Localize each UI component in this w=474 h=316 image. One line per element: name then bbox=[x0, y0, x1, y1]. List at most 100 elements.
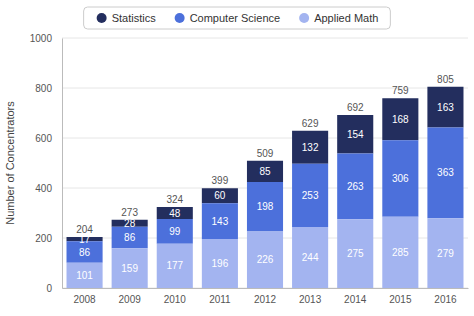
x-tick: 2009 bbox=[119, 288, 142, 305]
data-label: 196 bbox=[212, 258, 229, 269]
data-label: 154 bbox=[347, 129, 364, 140]
totals: 204273324399509629692759805 bbox=[76, 74, 454, 235]
x-axis: 2008 2009 2010 2011 2012 2013 2014 2015 2016 bbox=[63, 288, 469, 305]
x-tick: 2014 bbox=[344, 288, 367, 305]
data-label: 253 bbox=[302, 190, 319, 201]
data-label: 168 bbox=[392, 114, 409, 125]
total-label: 692 bbox=[347, 102, 364, 113]
bar bbox=[247, 161, 283, 182]
y-tick: 800 bbox=[35, 83, 62, 94]
bar bbox=[112, 227, 148, 249]
bar bbox=[157, 219, 193, 244]
x-axis-line bbox=[63, 288, 469, 289]
legend-item: Statistics bbox=[97, 12, 157, 24]
bar bbox=[202, 188, 238, 203]
y-tick-label: 1000 bbox=[30, 33, 53, 44]
bar bbox=[112, 248, 148, 288]
y-axis-line bbox=[62, 39, 63, 289]
bar bbox=[292, 164, 328, 227]
x-tick: 2011 bbox=[209, 288, 231, 305]
bar bbox=[427, 218, 463, 288]
legend: Statistics Computer Science Applied Math bbox=[84, 7, 391, 29]
bar bbox=[202, 239, 238, 288]
data-label: 363 bbox=[437, 167, 454, 178]
data-label: 85 bbox=[259, 166, 271, 177]
x-tick-label: 2009 bbox=[119, 294, 142, 305]
data-label: 263 bbox=[347, 181, 364, 192]
data-label: 198 bbox=[257, 201, 274, 212]
data-label: 163 bbox=[437, 102, 454, 113]
data-label: 28 bbox=[124, 218, 136, 229]
bar bbox=[382, 98, 418, 140]
bar bbox=[202, 203, 238, 239]
data-labels: 1728486085132154168163868699143198253263… bbox=[76, 102, 454, 281]
total-label: 629 bbox=[302, 118, 319, 129]
bar bbox=[157, 244, 193, 288]
bar bbox=[292, 227, 328, 288]
x-tick-label: 2015 bbox=[389, 294, 412, 305]
data-label: 177 bbox=[166, 260, 183, 271]
data-label: 143 bbox=[212, 216, 229, 227]
bar bbox=[382, 140, 418, 217]
data-label: 60 bbox=[214, 190, 226, 201]
total-label: 805 bbox=[437, 74, 454, 85]
total-label: 509 bbox=[257, 148, 274, 159]
bar bbox=[247, 182, 283, 232]
data-label: 101 bbox=[76, 270, 93, 281]
data-label: 48 bbox=[169, 208, 181, 219]
y-tick: 0 bbox=[46, 283, 62, 294]
x-tick-label: 2011 bbox=[209, 294, 231, 305]
legend-box bbox=[84, 7, 391, 29]
x-tick-label: 2012 bbox=[254, 294, 277, 305]
bar bbox=[427, 128, 463, 219]
total-label: 759 bbox=[392, 85, 409, 96]
x-tick-label: 2013 bbox=[299, 294, 322, 305]
y-tick: 400 bbox=[35, 183, 62, 194]
x-tick: 2008 bbox=[73, 288, 96, 305]
x-tick: 2012 bbox=[254, 288, 277, 305]
chart: 1728486085132154168163868699143198253263… bbox=[0, 0, 474, 316]
legend-label: Applied Math bbox=[314, 12, 378, 24]
x-tick: 2013 bbox=[299, 288, 322, 305]
y-tick-label: 200 bbox=[35, 233, 52, 244]
x-tick: 2016 bbox=[434, 288, 457, 305]
bar bbox=[427, 87, 463, 128]
y-tick-label: 0 bbox=[46, 283, 52, 294]
bar bbox=[337, 115, 373, 154]
x-tick-label: 2014 bbox=[344, 294, 367, 305]
data-label: 306 bbox=[392, 173, 409, 184]
legend-swatch bbox=[97, 13, 107, 23]
x-tick-label: 2008 bbox=[73, 294, 96, 305]
y-tick: 200 bbox=[35, 233, 62, 244]
data-label: 226 bbox=[257, 254, 274, 265]
data-label: 275 bbox=[347, 248, 364, 259]
bar bbox=[67, 263, 103, 288]
legend-label: Computer Science bbox=[190, 12, 281, 24]
data-label: 86 bbox=[124, 232, 136, 243]
legend-swatch bbox=[175, 13, 185, 23]
legend-item: Applied Math bbox=[299, 12, 378, 24]
bar bbox=[292, 131, 328, 164]
x-tick: 2015 bbox=[389, 288, 412, 305]
total-label: 204 bbox=[76, 224, 93, 235]
data-label: 17 bbox=[79, 234, 91, 245]
data-label: 86 bbox=[79, 247, 91, 258]
x-tick-label: 2010 bbox=[164, 294, 187, 305]
x-tick-label: 2016 bbox=[434, 294, 457, 305]
y-axis-title: Number of Concentrators bbox=[4, 101, 16, 225]
y-tick: 1000 bbox=[30, 33, 62, 44]
legend-swatch bbox=[299, 13, 309, 23]
x-tick: 2010 bbox=[164, 288, 187, 305]
bar bbox=[247, 232, 283, 289]
data-label: 99 bbox=[169, 226, 181, 237]
bar bbox=[337, 219, 373, 288]
legend-item: Computer Science bbox=[175, 12, 281, 24]
bar bbox=[157, 207, 193, 219]
total-label: 324 bbox=[166, 194, 183, 205]
data-label: 244 bbox=[302, 252, 319, 263]
bars bbox=[67, 87, 464, 288]
grid bbox=[62, 38, 468, 288]
total-label: 399 bbox=[212, 175, 229, 186]
bar bbox=[337, 154, 373, 220]
legend-label: Statistics bbox=[112, 12, 157, 24]
